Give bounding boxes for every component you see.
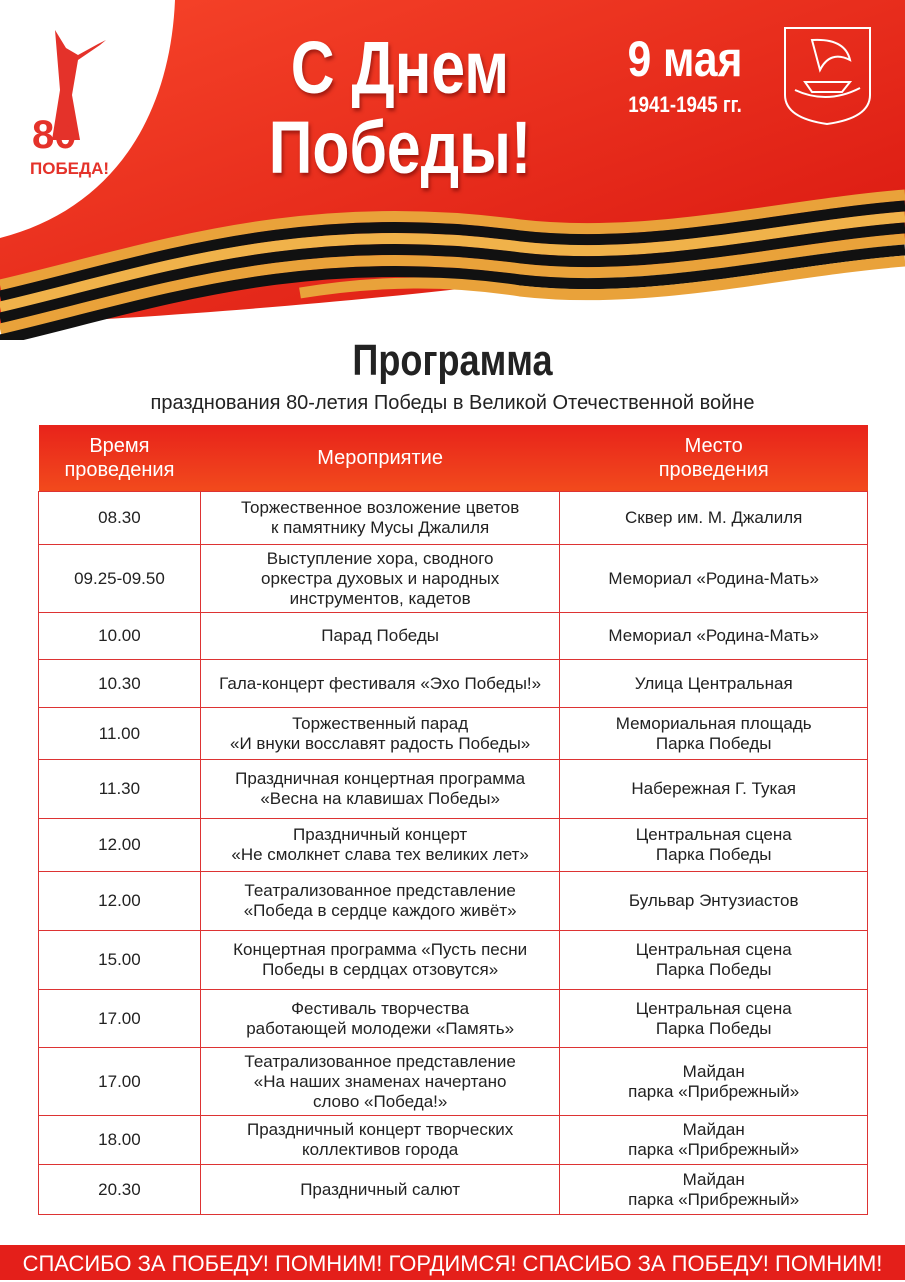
- time-cell: 11.30: [38, 759, 201, 819]
- event-cell: Театрализованное представление «На наших…: [199, 1047, 561, 1116]
- column-header: Мероприятие: [200, 425, 560, 492]
- table-row: 10.00 Парад Победы Мемориал «Родина-Мать»: [38, 612, 868, 660]
- place-cell: Сквер им. М. Джалиля: [559, 491, 868, 545]
- place-cell: Набережная Г. Тукая: [559, 759, 868, 819]
- time-cell: 12.00: [38, 818, 201, 872]
- event-cell: Торжественное возложение цветов к памятн…: [199, 491, 561, 545]
- time-cell: 11.00: [38, 707, 201, 760]
- place-cell: Майдан парка «Прибрежный»: [559, 1164, 868, 1215]
- table-row: 15.00 Концертная программа «Пусть песни П…: [38, 930, 868, 990]
- years: 1941-1945 гг.: [628, 92, 742, 117]
- footer-banner: СПАСИБО ЗА ПОБЕДУ! ПОМНИМ! ГОРДИМСЯ! СПА…: [0, 1245, 905, 1280]
- table-row: 12.00 Театрализованное представление «Поб…: [38, 871, 868, 931]
- table-row: 17.00 Театрализованное представление «На …: [38, 1047, 868, 1116]
- table-row: 18.00 Праздничный концерт творческих колл…: [38, 1115, 868, 1165]
- time-cell: 17.00: [38, 989, 201, 1048]
- title-line: Победы!: [268, 106, 532, 189]
- time-cell: 17.00: [38, 1047, 201, 1116]
- table-row: 11.00 Торжественный парад «И внуки воссла…: [38, 707, 868, 760]
- event-cell: Гала-концерт фестиваля «Эхо Победы!»: [199, 659, 561, 708]
- table-row: 12.00 Праздничный концерт «Не смолкнет сл…: [38, 818, 868, 872]
- time-cell: 20.30: [38, 1164, 201, 1215]
- place-cell: Мемориал «Родина-Мать»: [559, 612, 868, 660]
- time-cell: 10.30: [38, 659, 201, 708]
- event-cell: Праздничный концерт творческих коллектив…: [199, 1115, 561, 1165]
- table-row: 08.30 Торжественное возложение цветов к п…: [38, 491, 868, 545]
- time-cell: 10.00: [38, 612, 201, 660]
- header-graphics: 80 ПОБЕДА!: [0, 0, 905, 340]
- table-row: 17.00 Фестиваль творчества работающей мол…: [38, 989, 868, 1048]
- place-cell: Мемориальная площадь Парка Победы: [559, 707, 868, 760]
- place-cell: Центральная сцена Парка Победы: [559, 818, 868, 872]
- event-cell: Выступление хора, сводного оркестра духо…: [199, 544, 561, 613]
- table-row: 10.30 Гала-концерт фестиваля «Эхо Победы!…: [38, 659, 868, 708]
- place-cell: Центральная сцена Парка Победы: [559, 989, 868, 1048]
- place-cell: Майдан парка «Прибрежный»: [559, 1047, 868, 1116]
- place-cell: Мемориал «Родина-Мать»: [559, 544, 868, 613]
- event-cell: Театрализованное представление «Победа в…: [199, 871, 561, 931]
- header-row: Время проведения Мероприятие Место проведе…: [38, 425, 868, 492]
- event-cell: Торжественный парад «И внуки восславят р…: [199, 707, 561, 760]
- place-cell: Майдан парка «Прибрежный»: [559, 1115, 868, 1165]
- time-cell: 08.30: [38, 491, 201, 545]
- time-cell: 12.00: [38, 871, 201, 931]
- program-subtitle: празднования 80-летия Победы в Великой О…: [150, 392, 755, 414]
- table-body: 08.30 Торжественное возложение цветов к п…: [38, 491, 868, 1215]
- event-cell: Парад Победы: [199, 612, 561, 660]
- table-row: 20.30 Праздничный салют Майдан парка «Приб…: [38, 1164, 868, 1215]
- program-title: Программа: [352, 336, 553, 385]
- table-row: 11.30 Праздничная концертная программа «В…: [38, 759, 868, 819]
- column-header: Время проведения: [38, 425, 201, 492]
- event-cell: Праздничный салют: [199, 1164, 561, 1215]
- logo-statue: [52, 30, 106, 140]
- event-cell: Концертная программа «Пусть песни Победы…: [199, 930, 561, 990]
- event-cell: Фестиваль творчества работающей молодежи…: [199, 989, 561, 1048]
- logo-text: ПОБЕДА!: [30, 159, 109, 178]
- coat-of-arms: [784, 27, 871, 126]
- event-cell: Праздничный концерт «Не смолкнет слава т…: [199, 818, 561, 872]
- time-cell: 15.00: [38, 930, 201, 990]
- column-header: Место проведения: [559, 425, 868, 492]
- ribbon: [0, 189, 905, 340]
- place-cell: Бульвар Энтузиастов: [559, 871, 868, 931]
- place-cell: Улица Центральная: [559, 659, 868, 708]
- schedule-table: Время проведения Мероприятие Место проведе…: [38, 425, 868, 1215]
- title-line: С Днем: [290, 26, 510, 109]
- event-cell: Праздничная концертная программа «Весна …: [199, 759, 561, 819]
- time-cell: 09.25-09.50: [38, 544, 201, 613]
- logo-number: 80: [32, 113, 77, 157]
- title: С Днем Победы!: [261, 28, 540, 188]
- date: 9 мая: [627, 31, 743, 87]
- time-cell: 18.00: [38, 1115, 201, 1165]
- place-cell: Центральная сцена Парка Победы: [559, 930, 868, 990]
- table-row: 09.25-09.50 Выступление хора, сводного ор…: [38, 544, 868, 613]
